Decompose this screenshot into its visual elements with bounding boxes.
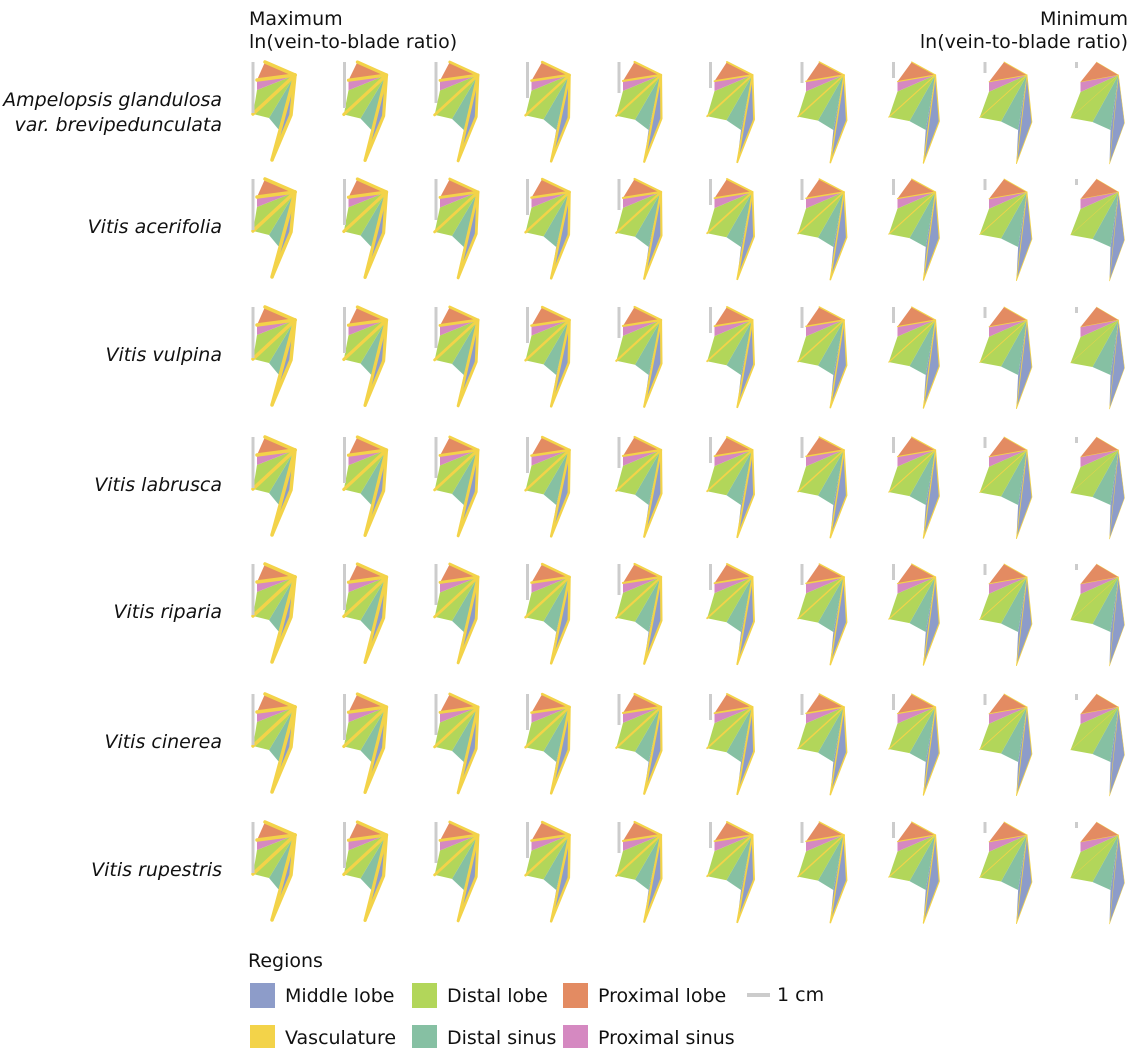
legend-swatch bbox=[250, 1025, 275, 1048]
legend-label: Vasculature bbox=[285, 1027, 396, 1048]
species-label: Vitis acerifolia bbox=[88, 216, 222, 238]
legend-label: Proximal sinus bbox=[598, 1027, 735, 1048]
legend-swatch bbox=[412, 1025, 437, 1048]
legend-swatch bbox=[412, 983, 437, 1008]
species-label: Ampelopsis glandulosa bbox=[1, 89, 222, 111]
legend-swatch bbox=[563, 1025, 588, 1048]
legend-label: Middle lobe bbox=[285, 985, 394, 1007]
header-right: Minimum bbox=[1040, 8, 1128, 30]
legend-label: Proximal lobe bbox=[598, 985, 726, 1007]
legend-swatch bbox=[250, 983, 275, 1008]
figure: Maximum ln(vein-to-blade ratio) Minimum … bbox=[0, 0, 1131, 1048]
species-label: Vitis riparia bbox=[114, 601, 222, 623]
header-left: Maximum bbox=[249, 8, 343, 30]
species-label: Vitis rupestris bbox=[91, 859, 222, 881]
header-right: ln(vein-to-blade ratio) bbox=[920, 31, 1128, 53]
scale-label: 1 cm bbox=[777, 984, 824, 1006]
species-label: Vitis labrusca bbox=[94, 474, 222, 496]
species-label: var. brevipedunculata bbox=[14, 114, 222, 136]
legend-title: Regions bbox=[248, 950, 323, 972]
header-left: ln(vein-to-blade ratio) bbox=[249, 31, 457, 53]
legend-label: Distal sinus bbox=[447, 1027, 556, 1048]
legend-label: Distal lobe bbox=[447, 985, 548, 1007]
species-label: Vitis cinerea bbox=[104, 731, 222, 753]
legend-swatch bbox=[563, 983, 588, 1008]
species-label: Vitis vulpina bbox=[105, 344, 222, 366]
